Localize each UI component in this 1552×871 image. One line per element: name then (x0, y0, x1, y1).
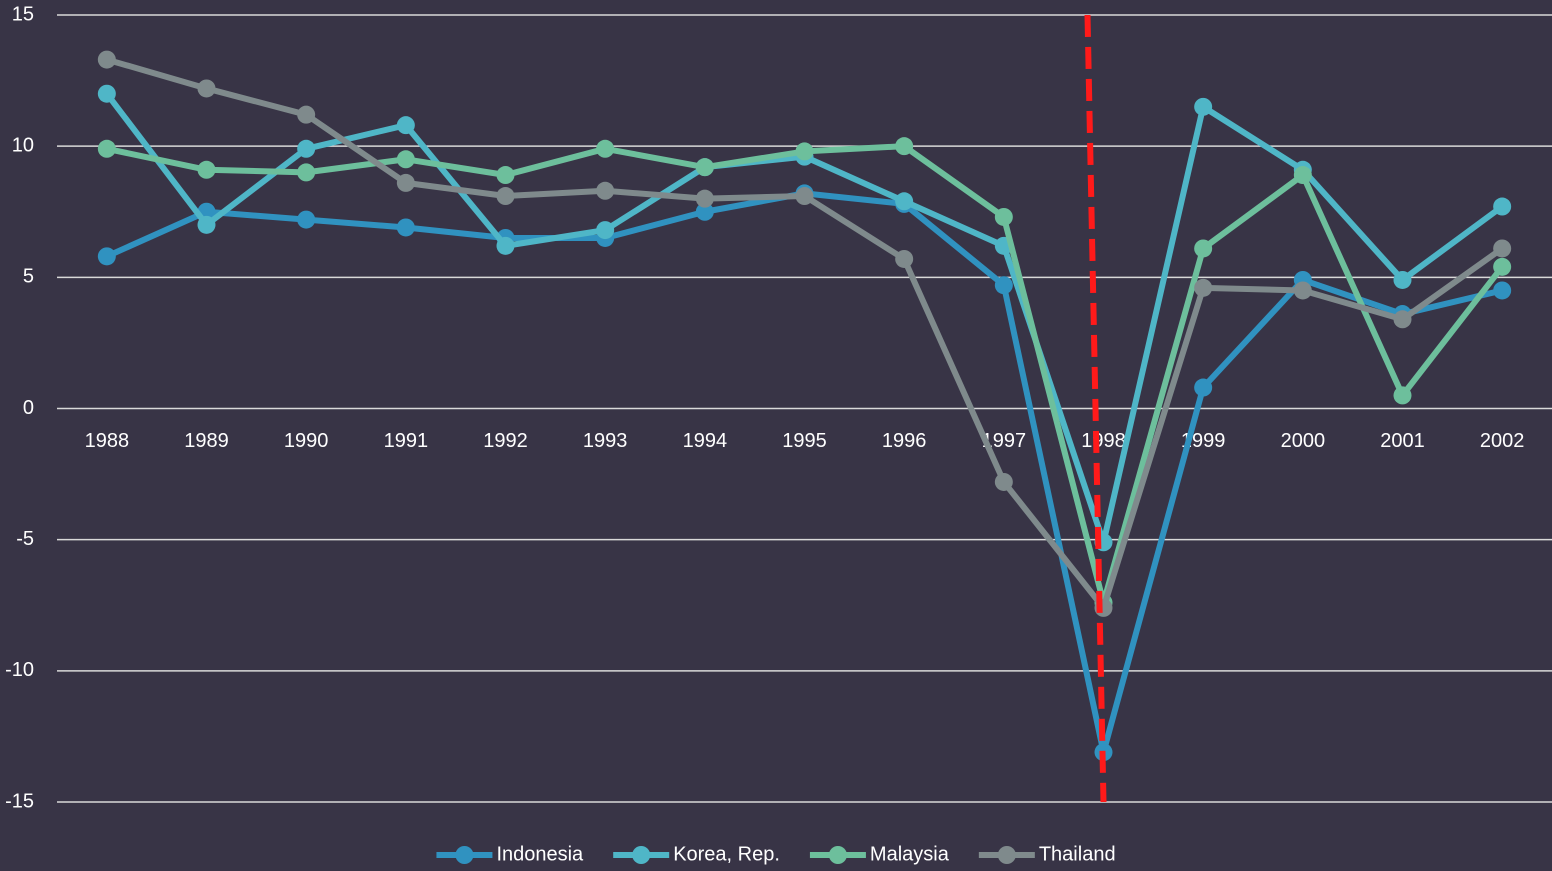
series-marker (1293, 281, 1312, 300)
x-tick-label: 2001 (1380, 430, 1425, 452)
y-tick-label: -10 (5, 659, 34, 681)
series-marker (596, 181, 615, 200)
legend-marker (632, 846, 651, 864)
y-tick-label: -5 (16, 528, 34, 550)
x-tick-label: 1994 (683, 430, 728, 452)
series-marker (396, 218, 415, 237)
x-tick-label: 2000 (1281, 430, 1326, 452)
x-tick-label: 1990 (284, 430, 329, 452)
series-marker (297, 163, 316, 182)
x-tick-label: 1988 (85, 430, 130, 452)
series-marker (496, 187, 515, 206)
x-tick-label: 1989 (184, 430, 229, 452)
series-marker (97, 84, 116, 103)
y-tick-label: 15 (12, 3, 34, 25)
x-tick-label: 1992 (483, 430, 528, 452)
series-marker (596, 221, 615, 240)
series-marker (895, 137, 914, 156)
y-tick-label: 0 (23, 397, 34, 419)
x-tick-label: 1993 (583, 430, 628, 452)
series-marker (1493, 281, 1512, 300)
series-marker (197, 160, 216, 179)
series-marker (1393, 386, 1412, 405)
series-marker (1493, 239, 1512, 258)
series-marker (994, 276, 1013, 295)
series-marker (297, 139, 316, 158)
series-marker (1194, 378, 1213, 397)
series-marker (297, 210, 316, 229)
series-marker (994, 472, 1013, 491)
series-marker (97, 139, 116, 158)
series-marker (695, 202, 714, 221)
series-marker (1293, 166, 1312, 185)
series-marker (795, 187, 814, 206)
series-marker (396, 150, 415, 169)
x-tick-label: 2002 (1480, 430, 1525, 452)
x-tick-label: 1991 (384, 430, 429, 452)
series-marker (197, 79, 216, 98)
series-marker (396, 173, 415, 192)
series-marker (994, 207, 1013, 226)
series-marker (1493, 257, 1512, 276)
legend-label: Malaysia (870, 843, 950, 865)
series-marker (795, 142, 814, 161)
series-marker (895, 192, 914, 211)
y-tick-label: 10 (12, 134, 34, 156)
series-marker (496, 236, 515, 255)
series-marker (496, 166, 515, 185)
x-tick-label: 1998 (1081, 430, 1126, 452)
series-marker (396, 116, 415, 135)
series-marker (895, 249, 914, 268)
x-tick-label: 1997 (982, 430, 1027, 452)
series-marker (695, 158, 714, 177)
series-marker (1194, 97, 1213, 116)
y-tick-label: -15 (5, 790, 34, 812)
series-marker (1393, 310, 1412, 329)
crisis-line (1084, 14, 1107, 803)
series-marker (1194, 239, 1213, 258)
series-marker (197, 215, 216, 234)
legend-marker (455, 846, 474, 864)
series-marker (297, 105, 316, 124)
x-tick-label: 1995 (782, 430, 827, 452)
x-tick-label: 1996 (882, 430, 927, 452)
legend-label: Korea, Rep. (673, 843, 780, 865)
series-marker (1194, 278, 1213, 297)
series-marker (1493, 197, 1512, 216)
series-marker (695, 189, 714, 208)
legend-label: Indonesia (496, 843, 584, 865)
series-marker (97, 247, 116, 266)
series-marker (1393, 270, 1412, 289)
legend-marker (828, 846, 847, 864)
y-tick-label: 5 (23, 266, 34, 288)
series-marker (596, 139, 615, 158)
legend-marker (997, 846, 1016, 864)
series-marker (97, 50, 116, 69)
legend-label: Thailand (1039, 843, 1116, 865)
